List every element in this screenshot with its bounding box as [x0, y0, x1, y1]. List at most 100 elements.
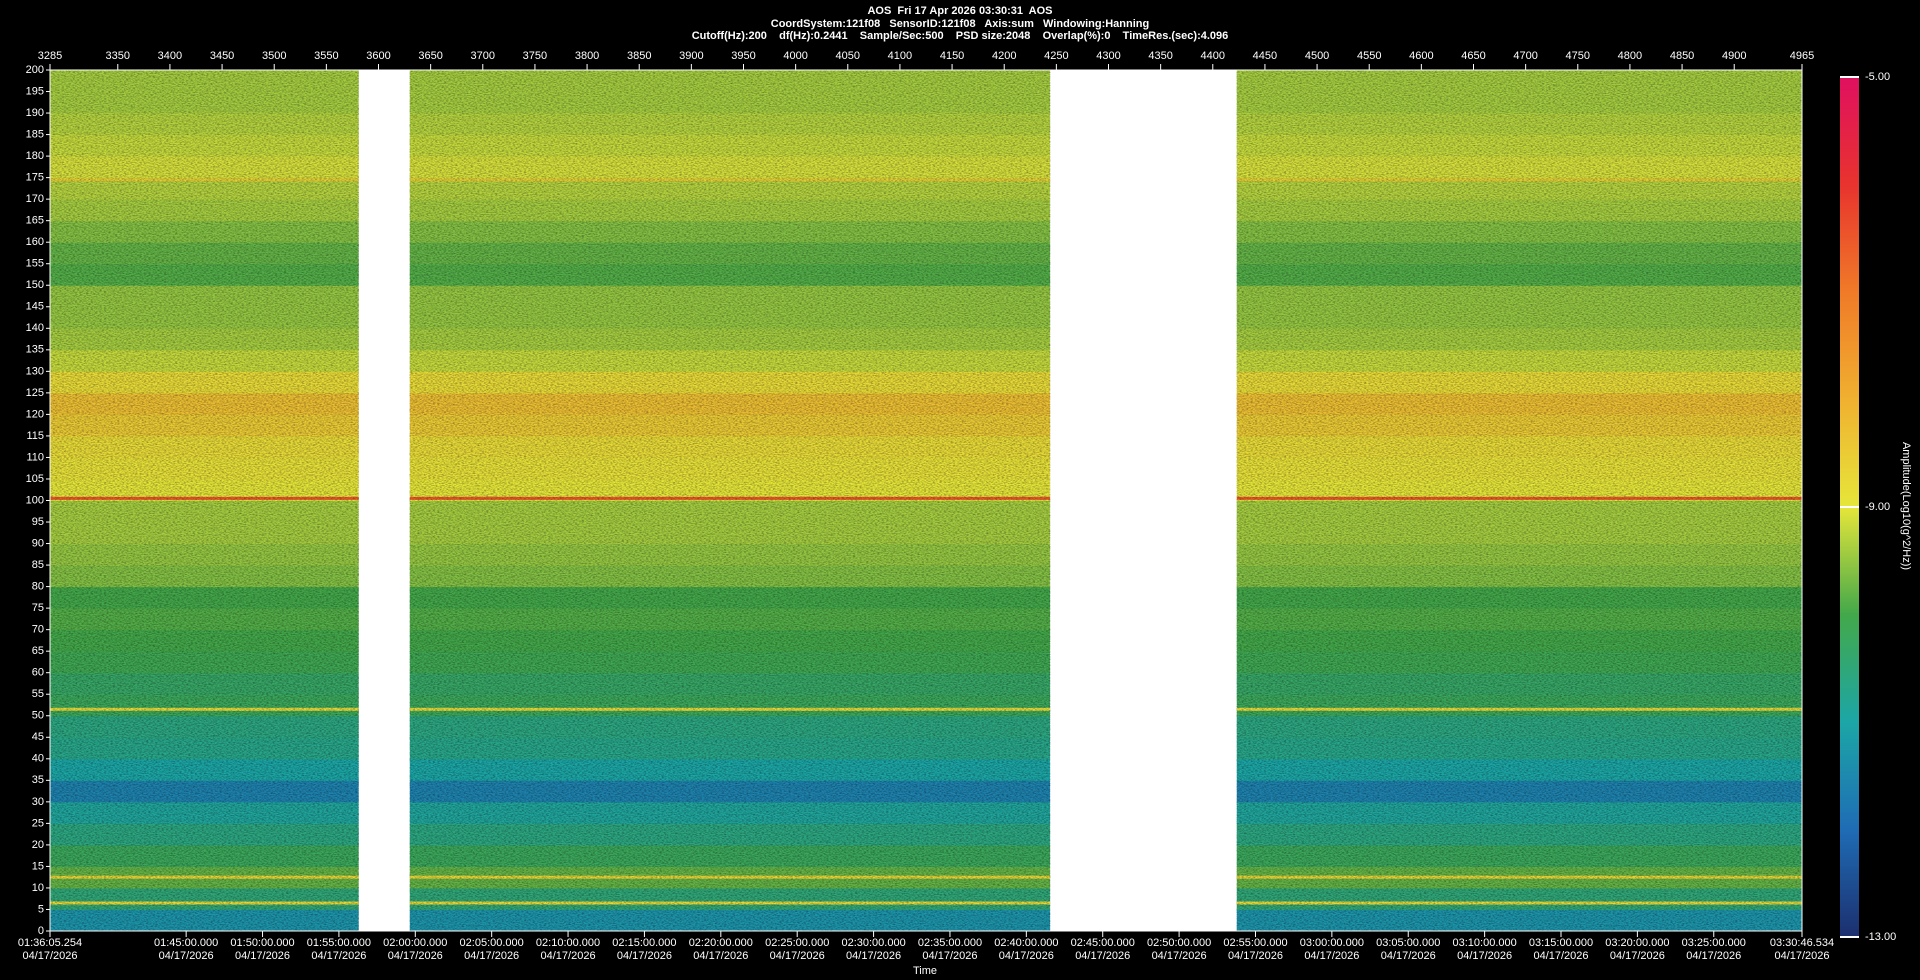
x-tick-label: 4500: [1305, 50, 1329, 62]
y-tick-label: 70: [32, 624, 44, 636]
x-tick-label: 4750: [1566, 50, 1590, 62]
y-tick-label: 165: [26, 215, 44, 227]
x2-tick-date: 04/17/2026: [464, 950, 519, 962]
x-tick-label: 4650: [1461, 50, 1485, 62]
x-tick-label: 4350: [1148, 50, 1172, 62]
y-tick-label: 65: [32, 645, 44, 657]
y-tick-label: 90: [32, 537, 44, 549]
x-tick-label: 4550: [1357, 50, 1381, 62]
x-tick-label: 3650: [418, 50, 442, 62]
y-tick-label: 180: [26, 150, 44, 162]
y-tick-label: 45: [32, 731, 44, 743]
x-tick-label: 4400: [1201, 50, 1225, 62]
x2-tick-date: 04/17/2026: [922, 950, 977, 962]
y-tick-label: 75: [32, 602, 44, 614]
x2-tick-date: 04/17/2026: [388, 950, 443, 962]
x2-tick-label: 01:36:05.254: [18, 937, 82, 949]
y-tick-label: 195: [26, 85, 44, 97]
x2-tick-label: 02:40:00.000: [994, 937, 1058, 949]
y-tick-label: 140: [26, 322, 44, 334]
y-tick-label: 25: [32, 817, 44, 829]
x-tick-label: 4850: [1670, 50, 1694, 62]
y-tick-label: 100: [26, 494, 44, 506]
x2-tick-label: 03:20:00.000: [1605, 937, 1669, 949]
x-axis-label: Time: [913, 965, 937, 977]
x-tick-label: 3950: [731, 50, 755, 62]
x2-tick-date: 04/17/2026: [22, 950, 77, 962]
chart-title: AOS Fri 17 Apr 2026 03:30:31 AOS: [867, 5, 1052, 17]
x-tick-label: 4050: [836, 50, 860, 62]
x2-tick-date: 04/17/2026: [1686, 950, 1741, 962]
y-tick-label: 35: [32, 774, 44, 786]
x2-tick-date: 04/17/2026: [1075, 950, 1130, 962]
y-tick-label: 10: [32, 882, 44, 894]
y-tick-label: 55: [32, 688, 44, 700]
x2-tick-label: 03:15:00.000: [1529, 937, 1593, 949]
x2-tick-label: 03:10:00.000: [1453, 937, 1517, 949]
x2-tick-label: 02:20:00.000: [689, 937, 753, 949]
texture: [1236, 70, 1802, 931]
y-tick-label: 175: [26, 172, 44, 184]
x2-tick-label: 01:45:00.000: [154, 937, 218, 949]
y-tick-label: 50: [32, 710, 44, 722]
x2-tick-date: 04/17/2026: [159, 950, 214, 962]
x-tick-label: 4100: [888, 50, 912, 62]
x2-tick-label: 02:30:00.000: [841, 937, 905, 949]
x-tick-label: 4900: [1722, 50, 1746, 62]
x2-tick-label: 02:10:00.000: [536, 937, 600, 949]
x-tick-label: 4965: [1790, 50, 1814, 62]
y-tick-label: 60: [32, 667, 44, 679]
x2-tick-date: 04/17/2026: [693, 950, 748, 962]
x-tick-label: 3350: [106, 50, 130, 62]
x2-tick-date: 04/17/2026: [1774, 950, 1829, 962]
x2-tick-label: 02:45:00.000: [1071, 937, 1135, 949]
x-tick-label: 3900: [679, 50, 703, 62]
x-tick-label: 4300: [1096, 50, 1120, 62]
colorbar-tick-label: -9.00: [1865, 501, 1890, 513]
x2-tick-date: 04/17/2026: [846, 950, 901, 962]
y-tick-label: 115: [26, 430, 44, 442]
settings-line: Cutoff(Hz):200 df(Hz):0.2441 Sample/Sec:…: [692, 30, 1229, 42]
x2-tick-date: 04/17/2026: [541, 950, 596, 962]
y-tick-label: 80: [32, 581, 44, 593]
x-tick-label: 3400: [158, 50, 182, 62]
y-tick-label: 95: [32, 516, 44, 528]
y-tick-label: 200: [26, 64, 44, 76]
x-tick-label: 4000: [783, 50, 807, 62]
y-tick-label: 170: [26, 193, 44, 205]
y-tick-label: 40: [32, 753, 44, 765]
y-tick-label: 15: [32, 860, 44, 872]
x-tick-label: 4600: [1409, 50, 1433, 62]
y-tick-label: 125: [26, 387, 44, 399]
y-tick-label: 20: [32, 839, 44, 851]
x2-tick-date: 04/17/2026: [1610, 950, 1665, 962]
x2-tick-label: 01:55:00.000: [307, 937, 371, 949]
x2-tick-label: 02:00:00.000: [383, 937, 447, 949]
y-tick-label: 130: [26, 365, 44, 377]
x2-tick-label: 03:25:00.000: [1682, 937, 1746, 949]
y-tick-label: 190: [26, 107, 44, 119]
x-tick-label: 3450: [210, 50, 234, 62]
x2-tick-date: 04/17/2026: [311, 950, 366, 962]
x-tick-label: 3600: [366, 50, 390, 62]
y-tick-label: 105: [26, 473, 44, 485]
x2-tick-date: 04/17/2026: [1228, 950, 1283, 962]
y-tick-label: 0: [38, 925, 44, 937]
y-tick-label: 155: [26, 258, 44, 270]
x-tick-label: 4150: [940, 50, 964, 62]
colorbar-tick-label: -13.00: [1865, 931, 1896, 943]
texture: [50, 70, 359, 931]
y-tick-label: 185: [26, 128, 44, 140]
x2-tick-date: 04/17/2026: [1304, 950, 1359, 962]
x-tick-label: 3550: [314, 50, 338, 62]
chart-subtitle: CoordSystem:121f08 SensorID:121f08 Axis:…: [771, 18, 1149, 30]
x2-tick-label: 02:25:00.000: [765, 937, 829, 949]
x2-tick-date: 04/17/2026: [1533, 950, 1588, 962]
y-tick-label: 145: [26, 301, 44, 313]
x2-tick-label: 03:30:46.534: [1770, 937, 1834, 949]
x-tick-label: 3285: [38, 50, 62, 62]
x2-tick-date: 04/17/2026: [1152, 950, 1207, 962]
y-tick-label: 85: [32, 559, 44, 571]
